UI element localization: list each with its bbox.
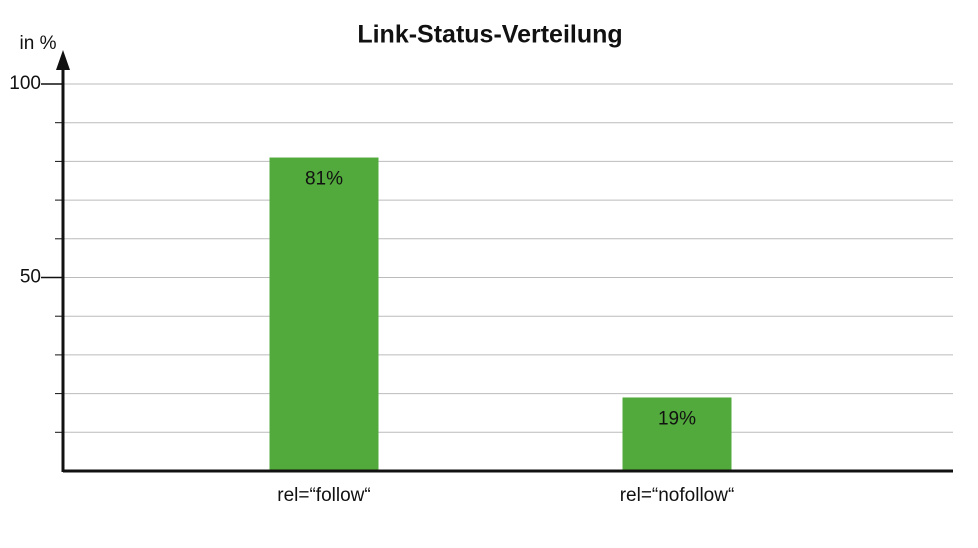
value-label: 81% bbox=[305, 169, 343, 190]
y-tick-label: 100 bbox=[9, 73, 41, 94]
y-tick-label: 50 bbox=[20, 267, 41, 288]
y-axis-label: in % bbox=[20, 33, 57, 54]
value-label: 19% bbox=[658, 408, 696, 429]
bar bbox=[622, 397, 732, 471]
x-tick-label: rel=“follow“ bbox=[277, 485, 370, 506]
chart-title: Link-Status-Verteilung bbox=[357, 21, 622, 49]
x-tick-label: rel=“nofollow“ bbox=[620, 485, 735, 506]
y-axis-arrow bbox=[56, 50, 70, 70]
bar bbox=[269, 157, 379, 471]
